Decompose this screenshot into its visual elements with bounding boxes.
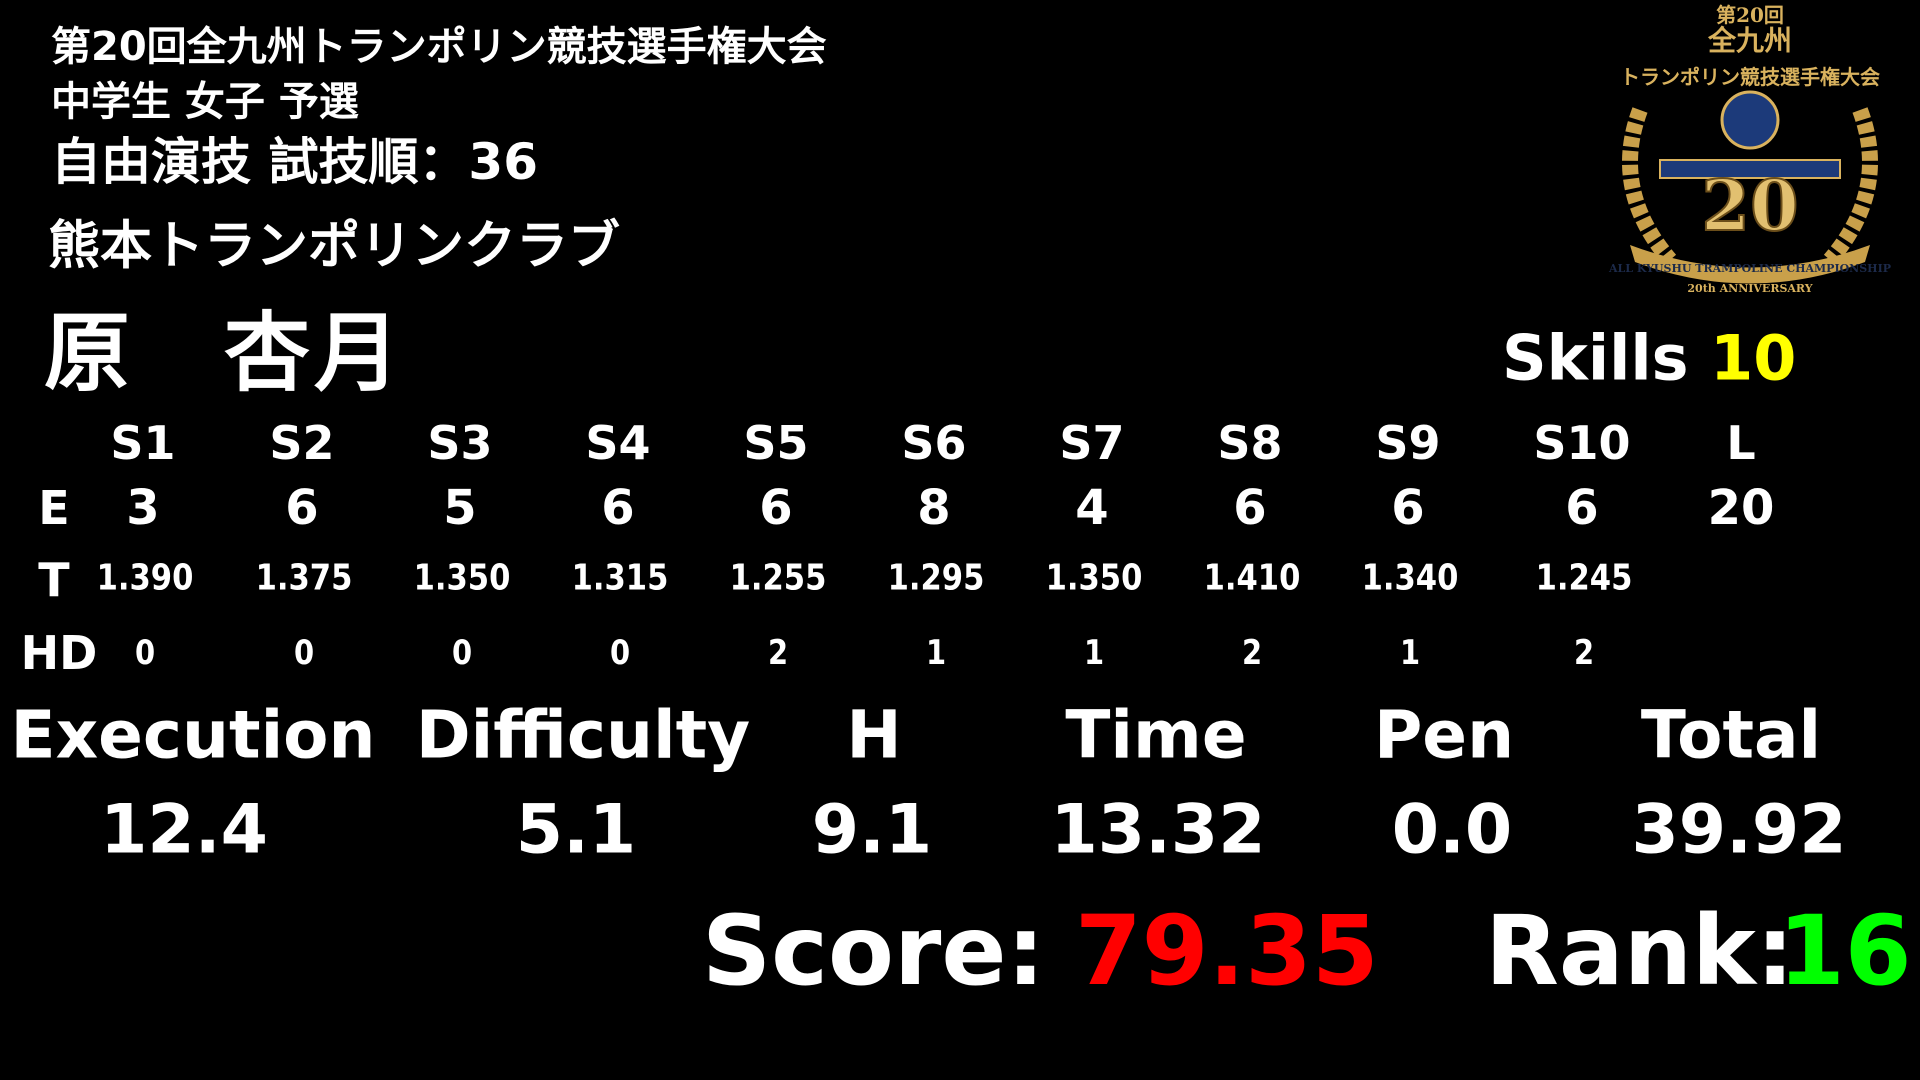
column-header-s5: S5 xyxy=(743,416,809,470)
column-header-s3: S3 xyxy=(427,416,493,470)
cell-e-s1: 3 xyxy=(126,480,160,536)
championship-logo: 第20回 全九州 トランポリン競技選手権大会 20 ALL KYUSHU TRA… xyxy=(1590,0,1910,300)
svg-text:ALL KYUSHU TRAMPOLINE CHAMPION: ALL KYUSHU TRAMPOLINE CHAMPIONSHIP xyxy=(1608,262,1891,275)
column-header-s4: S4 xyxy=(585,416,651,470)
event-title: 第20回全九州トランポリン競技選手権大会 xyxy=(51,24,827,70)
svg-text:20th ANNIVERSARY: 20th ANNIVERSARY xyxy=(1687,282,1812,295)
svg-text:20: 20 xyxy=(1701,164,1798,247)
cell-e-s2: 6 xyxy=(285,480,319,536)
skills-label: Skills xyxy=(1502,321,1689,395)
athlete-name: 原 杏月 xyxy=(44,303,404,404)
rank-label: Rank: xyxy=(1485,895,1795,1007)
execution-value: 12.4 xyxy=(100,790,268,870)
cell-t-s3: 1.350 xyxy=(413,557,511,599)
club-name: 熊本トランポリンクラブ xyxy=(48,216,621,277)
row-label-t: T xyxy=(38,553,70,607)
total-value: 39.92 xyxy=(1631,790,1847,870)
category-label: 中学生 女子 予選 xyxy=(51,79,359,125)
cell-t-s4: 1.315 xyxy=(571,557,669,599)
score-value: 79.35 xyxy=(1075,895,1379,1007)
svg-text:トランポリン競技選手権大会: トランポリン競技選手権大会 xyxy=(1620,65,1880,89)
time-value: 13.32 xyxy=(1050,790,1266,870)
pen-value: 0.0 xyxy=(1391,790,1513,870)
column-header-s9: S9 xyxy=(1375,416,1441,470)
cell-hd-s1: 0 xyxy=(134,633,156,673)
column-header-s8: S8 xyxy=(1217,416,1283,470)
cell-hd-s6: 1 xyxy=(925,633,947,673)
time-label: Time xyxy=(1065,696,1247,774)
cell-t-s6: 1.295 xyxy=(887,557,985,599)
column-header-s10: S10 xyxy=(1533,416,1631,470)
cell-hd-s9: 1 xyxy=(1399,633,1421,673)
cell-e-s10: 6 xyxy=(1565,480,1599,536)
cell-hd-s3: 0 xyxy=(451,633,473,673)
rank-value: 16 xyxy=(1778,895,1912,1007)
difficulty-label: Difficulty xyxy=(415,696,751,774)
column-header-s1: S1 xyxy=(110,416,176,470)
row-label-e: E xyxy=(38,481,70,535)
cell-e-s6: 8 xyxy=(917,480,951,536)
cell-e-s5: 6 xyxy=(759,480,793,536)
cell-t-s1: 1.390 xyxy=(96,557,194,599)
column-header-l: L xyxy=(1726,416,1756,470)
cell-hd-s2: 0 xyxy=(293,633,315,673)
svg-text:第20回: 第20回 xyxy=(1716,3,1784,27)
cell-t-s7: 1.350 xyxy=(1045,557,1143,599)
pen-label: Pen xyxy=(1373,696,1515,774)
execution-label: Execution xyxy=(10,696,376,774)
cell-e-s8: 6 xyxy=(1233,480,1267,536)
cell-e-s7: 4 xyxy=(1075,480,1109,536)
cell-t-s5: 1.255 xyxy=(729,557,827,599)
row-label-hd: HD xyxy=(20,626,98,680)
h-label: H xyxy=(846,696,902,774)
cell-e-s4: 6 xyxy=(601,480,635,536)
cell-t-s8: 1.410 xyxy=(1203,557,1301,599)
score-label: Score: xyxy=(702,895,1045,1007)
column-header-s7: S7 xyxy=(1059,416,1125,470)
routine-label: 自由演技 試技順：36 xyxy=(51,133,538,191)
cell-e-s9: 6 xyxy=(1391,480,1425,536)
cell-t-s2: 1.375 xyxy=(255,557,353,599)
cell-e-s3: 5 xyxy=(443,480,477,536)
cell-t-s9: 1.340 xyxy=(1361,557,1459,599)
cell-hd-s7: 1 xyxy=(1083,633,1105,673)
column-header-s2: S2 xyxy=(269,416,335,470)
cell-hd-s5: 2 xyxy=(767,633,789,673)
cell-hd-s10: 2 xyxy=(1573,633,1595,673)
cell-t-s10: 1.245 xyxy=(1535,557,1633,599)
difficulty-value: 5.1 xyxy=(515,790,637,870)
svg-text:全九州: 全九州 xyxy=(1707,24,1792,57)
skills-count: Skills 10 xyxy=(1502,322,1796,395)
column-header-s6: S6 xyxy=(901,416,967,470)
total-label: Total xyxy=(1640,696,1822,774)
h-value: 9.1 xyxy=(811,790,933,870)
cell-e-l: 20 xyxy=(1707,480,1775,536)
cell-hd-s4: 0 xyxy=(609,633,631,673)
cell-hd-s8: 2 xyxy=(1241,633,1263,673)
skills-value: 10 xyxy=(1710,321,1797,395)
